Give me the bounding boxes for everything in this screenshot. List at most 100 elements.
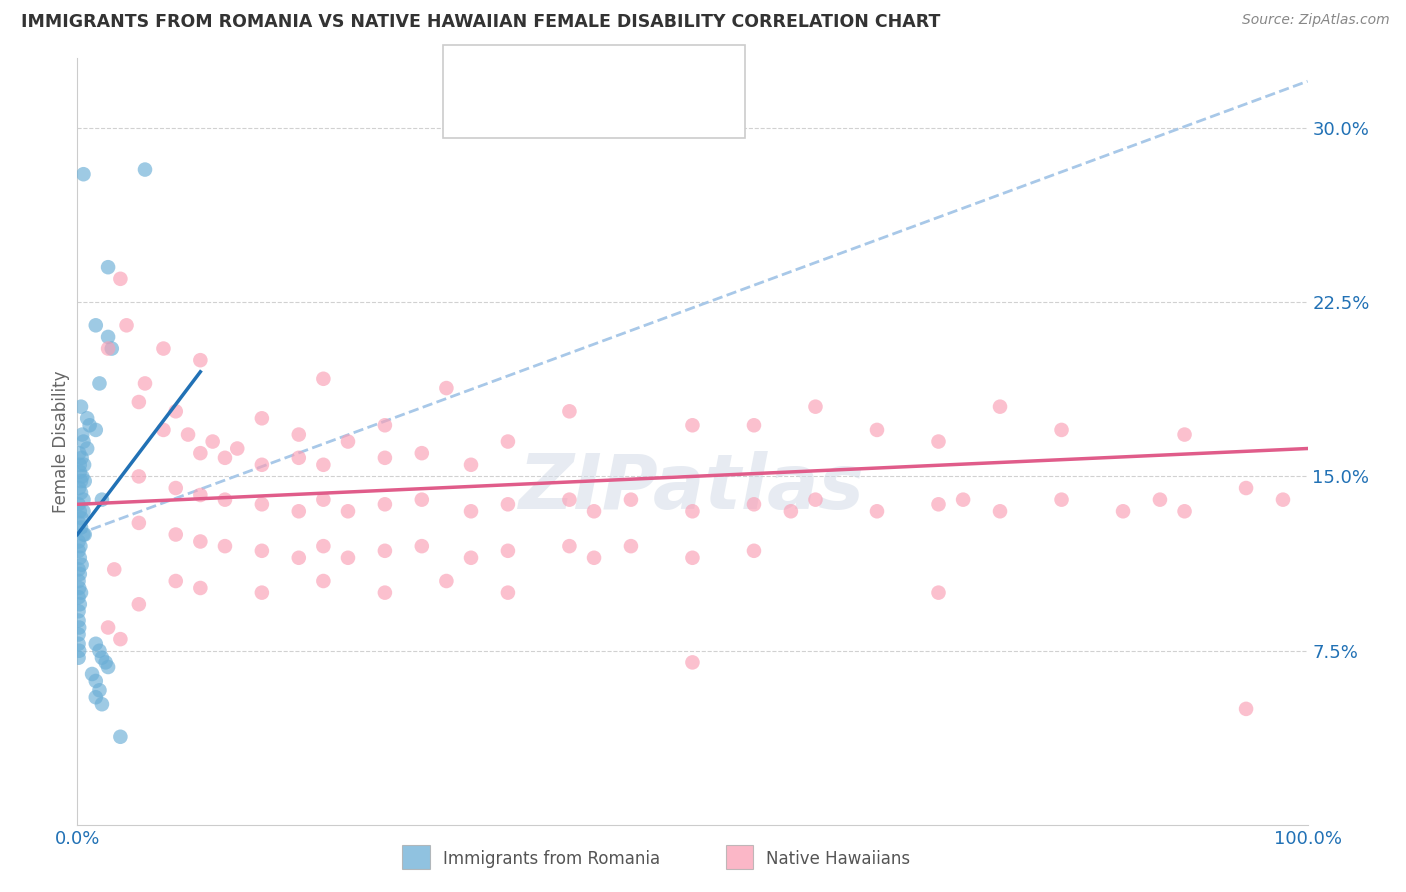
Point xyxy=(69,539,91,553)
Point xyxy=(70,520,93,534)
Point xyxy=(72,434,94,449)
Text: N =: N = xyxy=(595,101,634,119)
Point xyxy=(988,504,1011,518)
Point xyxy=(583,550,606,565)
Point xyxy=(804,400,827,414)
Point xyxy=(72,504,94,518)
Point xyxy=(1234,481,1257,495)
Point xyxy=(79,418,101,433)
Point xyxy=(84,690,107,705)
Point xyxy=(84,423,107,437)
Point xyxy=(201,434,224,449)
Point xyxy=(250,585,273,599)
Point xyxy=(90,650,114,665)
Text: 0.148: 0.148 xyxy=(538,101,596,119)
Point xyxy=(128,469,150,483)
Point xyxy=(214,450,236,465)
Point xyxy=(250,497,273,511)
Point xyxy=(288,504,311,518)
Point xyxy=(67,446,90,460)
Point xyxy=(76,442,98,456)
Text: 0.217: 0.217 xyxy=(538,58,595,76)
Point xyxy=(72,492,94,507)
Point xyxy=(70,511,93,525)
Point xyxy=(928,497,950,511)
Point xyxy=(76,411,98,425)
Point xyxy=(1234,702,1257,716)
Point xyxy=(152,342,174,356)
Point xyxy=(67,581,90,595)
Point xyxy=(312,539,335,553)
Point xyxy=(67,644,90,658)
Point xyxy=(312,372,335,386)
Point xyxy=(70,485,93,500)
Point xyxy=(165,404,187,418)
Text: 113: 113 xyxy=(628,101,666,119)
Point xyxy=(558,539,581,553)
Point xyxy=(337,550,360,565)
Point xyxy=(952,492,974,507)
Point xyxy=(374,450,396,465)
Point xyxy=(67,614,90,628)
Point xyxy=(67,627,90,641)
Point xyxy=(1149,492,1171,507)
Point xyxy=(110,730,132,744)
Point xyxy=(1050,423,1073,437)
Point xyxy=(312,574,335,588)
Point xyxy=(69,567,91,582)
Point xyxy=(67,637,90,651)
Point xyxy=(496,497,519,511)
Text: Native Hawaiians: Native Hawaiians xyxy=(766,850,911,868)
Point xyxy=(411,492,433,507)
Point xyxy=(226,442,249,456)
Point xyxy=(97,342,120,356)
Point xyxy=(188,446,212,460)
Point xyxy=(67,516,90,530)
Point xyxy=(70,450,93,465)
Point xyxy=(374,585,396,599)
Point xyxy=(110,632,132,647)
Point xyxy=(496,434,519,449)
Point xyxy=(67,591,90,605)
Point xyxy=(69,458,91,472)
Point xyxy=(134,162,156,177)
Point xyxy=(72,527,94,541)
Point xyxy=(97,260,120,275)
Point xyxy=(1174,427,1197,442)
Point xyxy=(188,581,212,595)
Text: R =: R = xyxy=(502,101,541,119)
Point xyxy=(682,418,704,433)
Point xyxy=(101,342,124,356)
Point xyxy=(374,418,396,433)
Point xyxy=(583,504,606,518)
Point xyxy=(682,656,704,670)
Point xyxy=(496,585,519,599)
Point xyxy=(288,550,311,565)
Point xyxy=(67,620,90,634)
Point xyxy=(374,543,396,558)
Point xyxy=(337,434,360,449)
Point xyxy=(89,683,111,698)
Text: Source: ZipAtlas.com: Source: ZipAtlas.com xyxy=(1241,13,1389,28)
Point xyxy=(67,650,90,665)
Point xyxy=(94,656,117,670)
Point xyxy=(866,504,889,518)
Point xyxy=(312,458,335,472)
Point xyxy=(1272,492,1295,507)
Point xyxy=(128,516,150,530)
Point xyxy=(804,492,827,507)
Bar xyxy=(402,845,430,870)
Point xyxy=(69,504,91,518)
Point xyxy=(460,504,482,518)
Text: R =: R = xyxy=(502,58,541,76)
Point xyxy=(70,474,93,488)
Point xyxy=(128,395,150,409)
Point xyxy=(152,423,174,437)
Text: N =: N = xyxy=(595,58,634,76)
Point xyxy=(620,539,643,553)
Point xyxy=(69,550,91,565)
Point xyxy=(188,353,212,368)
Point xyxy=(70,585,93,599)
Point xyxy=(411,539,433,553)
Point xyxy=(682,550,704,565)
